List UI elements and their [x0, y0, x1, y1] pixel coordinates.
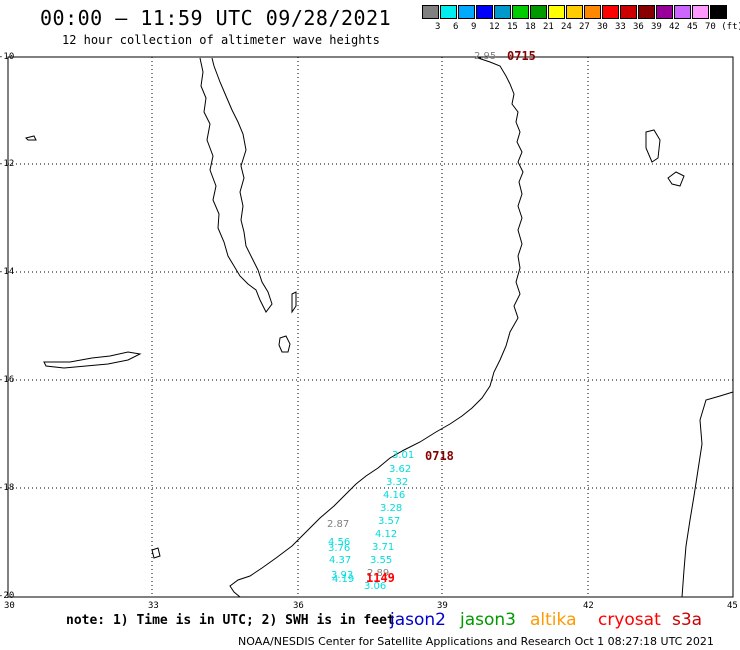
graticule: [8, 57, 733, 597]
footer-note: note: 1) Time is in UTC; 2) SWH is in fe…: [66, 613, 395, 628]
satellite-label: s3a: [672, 610, 703, 630]
scale-label: 18: [525, 22, 536, 32]
lat-label-16: -16: [0, 375, 15, 385]
mozambique-coastline: [229, 57, 524, 598]
scale-swatch: [494, 5, 511, 19]
lat-label-14: -14: [0, 267, 15, 277]
map-frame: [7, 56, 734, 598]
scale-swatch: [638, 5, 655, 19]
lat-label-12: -12: [0, 159, 15, 169]
scale-label: 24: [561, 22, 572, 32]
scale-label: 33: [615, 22, 626, 32]
lake-malawi-outline: [199, 57, 273, 313]
scale-label: 42: [669, 22, 680, 32]
wave-height-value: 3.62: [389, 464, 412, 475]
scale-swatch: [476, 5, 493, 19]
island-far-west: [25, 135, 37, 141]
scale-label: 70 (ft): [705, 22, 740, 32]
scale-label: 21: [543, 22, 554, 32]
satellite-track: [479, 57, 481, 59]
wave-height-value: 3.06: [364, 581, 387, 592]
scale-label: 45: [687, 22, 698, 32]
scale-label: 39: [651, 22, 662, 32]
wave-height-value: 3.71: [372, 542, 395, 553]
island-small-1: [151, 547, 161, 559]
pass-time-label: 0715: [507, 49, 536, 63]
scale-swatch: [710, 5, 727, 19]
scale-swatch: [656, 5, 673, 19]
scale-label: 9: [471, 22, 477, 32]
wave-height-value: 4.37: [329, 555, 352, 566]
scale-label: 15: [507, 22, 518, 32]
wave-height-value: 3.01: [392, 450, 415, 461]
wave-height-value: 2.95: [474, 51, 497, 62]
scale-swatch: [674, 5, 691, 19]
island-lake: [278, 335, 291, 353]
wave-height-value: 3.76: [328, 543, 351, 554]
lat-label-18: -18: [0, 483, 15, 493]
satellite-label: cryosat: [598, 610, 661, 630]
scale-swatch: [602, 5, 619, 19]
scale-swatch: [548, 5, 565, 19]
wave-height-value: 3.55: [370, 555, 393, 566]
wave-height-value: 2.87: [327, 519, 350, 530]
scale-label: 3: [435, 22, 441, 32]
scale-swatch: [422, 5, 439, 19]
pass-time-label: 1149: [366, 571, 395, 585]
scale-swatch: [584, 5, 601, 19]
lat-label-20: -20: [0, 591, 15, 601]
wave-height-value: 4.16: [383, 490, 406, 501]
wave-height-value: 4.12: [375, 529, 398, 540]
wave-height-value: 3.93: [331, 570, 354, 581]
lon-label-30: 30: [4, 601, 15, 611]
pass-time-label: 0718: [425, 449, 454, 463]
wave-height-value: 3.57: [378, 516, 401, 527]
comoros-island: [645, 129, 661, 163]
coastlines: [25, 57, 734, 598]
scale-label: 36: [633, 22, 644, 32]
island-west: [43, 351, 142, 369]
credit-line: NOAA/NESDIS Center for Satellite Applica…: [238, 635, 714, 648]
lon-label-36: 36: [293, 601, 304, 611]
scale-swatch: [458, 5, 475, 19]
scale-swatch: [512, 5, 529, 19]
wave-height-value: 4.19: [332, 574, 355, 585]
satellite-label: jason3: [460, 610, 516, 630]
scale-label: 6: [453, 22, 459, 32]
scale-swatch: [530, 5, 547, 19]
scale-swatch: [692, 5, 709, 19]
lat-label-10: -10: [0, 52, 15, 62]
wave-height-value: 4.56: [328, 537, 351, 548]
lake-small-north: [291, 291, 297, 314]
lon-label-39: 39: [437, 601, 448, 611]
lon-label-33: 33: [148, 601, 159, 611]
scale-label: 12: [489, 22, 500, 32]
wave-height-value: 2.89: [367, 568, 390, 579]
scale-swatch: [620, 5, 637, 19]
scale-label: 27: [579, 22, 590, 32]
scale-swatch: [566, 5, 583, 19]
comoros-island-2: [667, 171, 685, 187]
satellite-label: jason2: [390, 610, 446, 630]
map-title: 00:00 – 11:59 UTC 09/28/2021: [40, 6, 392, 30]
map-subtitle: 12 hour collection of altimeter wave hei…: [62, 33, 380, 47]
lon-label-42: 42: [583, 601, 594, 611]
wave-height-value: 3.28: [380, 503, 403, 514]
satellite-label: altika: [530, 610, 577, 630]
scale-swatch: [440, 5, 457, 19]
lon-label-45: 45: [727, 601, 738, 611]
madagascar-coast: [681, 391, 734, 598]
scale-label: 30: [597, 22, 608, 32]
wave-height-value: 3.32: [386, 477, 409, 488]
